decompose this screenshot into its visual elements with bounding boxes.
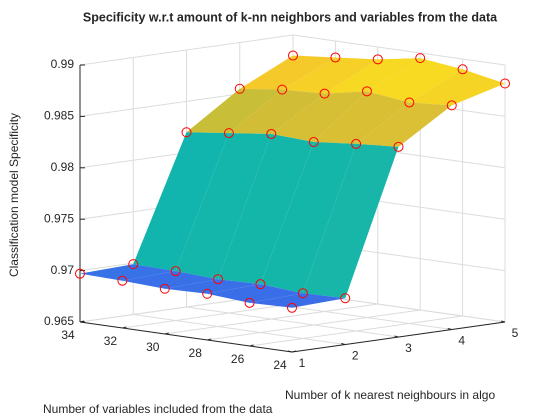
- tick-mark: [287, 350, 293, 353]
- surface-patch: [122, 271, 219, 289]
- surface-patch: [239, 55, 336, 90]
- surface-patch: [133, 132, 229, 272]
- data-point: [117, 275, 128, 286]
- tick-mark: [291, 350, 297, 353]
- tick-mark: [500, 320, 506, 323]
- data-point: [255, 279, 266, 290]
- y-tick-label: 1: [299, 356, 306, 370]
- surface-patch: [302, 143, 399, 299]
- surface-patch: [324, 58, 421, 94]
- z-axis-label: Classification model Specificity: [7, 113, 21, 277]
- data-point: [202, 288, 213, 299]
- grid-line: [292, 34, 506, 66]
- tick-mark: [341, 343, 346, 345]
- z-tick-label: 0.98: [51, 160, 75, 174]
- surface-patch: [218, 133, 314, 285]
- data-point: [159, 283, 170, 294]
- data-point: [297, 288, 308, 299]
- x-tick-label: 26: [231, 352, 245, 366]
- grid-line: [133, 314, 346, 345]
- tick-mark: [394, 335, 399, 338]
- data-point: [213, 274, 224, 285]
- data-point: [75, 268, 85, 279]
- data-point: [393, 141, 404, 152]
- z-tick-label: 0.965: [44, 314, 74, 328]
- x-tick-label: 32: [104, 334, 118, 348]
- z-tick-label: 0.985: [44, 109, 74, 123]
- y-axis-label: Number of k nearest neighbours in algo: [285, 388, 495, 402]
- data-point: [244, 297, 255, 308]
- surface-patch: [175, 133, 272, 280]
- x-axis-label: Number of variables included from the da…: [43, 402, 273, 416]
- tick-mark: [79, 320, 85, 323]
- y-tick-label: 4: [458, 334, 465, 348]
- surface-patch: [271, 91, 367, 143]
- data-point: [372, 54, 383, 65]
- surface-patch: [164, 279, 261, 294]
- z-tick-label: 0.975: [44, 211, 74, 225]
- x-tick-label: 24: [273, 358, 287, 372]
- data-point: [446, 100, 457, 111]
- z-tick-label: 0.97: [51, 263, 75, 277]
- y-tick-label: 5: [512, 326, 519, 340]
- x-tick-label: 28: [189, 346, 203, 360]
- data-point: [330, 52, 341, 63]
- data-point: [404, 97, 415, 108]
- data-point: [287, 302, 297, 313]
- data-point: [128, 259, 139, 270]
- chart-title: Specificity w.r.t amount of k-nn neighbo…: [83, 10, 498, 24]
- x-tick-label: 34: [61, 328, 75, 342]
- surface-patch: [249, 293, 346, 308]
- data-point: [277, 84, 288, 95]
- y-tick-label: 2: [352, 349, 359, 363]
- z-tick-label: 0.99: [51, 57, 75, 71]
- data-point: [223, 128, 234, 139]
- data-point: [288, 50, 298, 61]
- data-point: [361, 86, 372, 97]
- surface-patch: [313, 91, 410, 144]
- data-point: [170, 266, 181, 277]
- data-point: [234, 83, 245, 94]
- surface-patch: [409, 69, 505, 106]
- tick-mark: [164, 332, 169, 335]
- data-point: [319, 88, 330, 99]
- surface-patch: [228, 89, 325, 134]
- surface-patch: [186, 88, 283, 134]
- data-point: [457, 64, 468, 75]
- data-point: [340, 293, 351, 304]
- surface-patch: [282, 57, 378, 94]
- grid-line: [186, 306, 399, 338]
- x-tick-label: 30: [146, 340, 160, 354]
- tick-mark: [249, 344, 254, 347]
- data-point: [415, 53, 426, 64]
- y-tick-label: 3: [405, 341, 412, 355]
- surface-patch: [207, 284, 303, 303]
- data-point: [266, 128, 277, 139]
- data-point: [308, 137, 319, 148]
- tick-mark: [447, 328, 452, 330]
- tick-mark: [122, 326, 127, 329]
- tick-mark: [207, 338, 212, 341]
- surface-patch: [356, 102, 452, 147]
- data-point: [500, 78, 510, 89]
- surface-patch: [366, 58, 463, 103]
- data-point: [351, 138, 362, 149]
- data-point: [181, 127, 192, 138]
- x-axis: [79, 321, 293, 353]
- surface-patch: [260, 142, 357, 294]
- surface-patch: [80, 264, 176, 281]
